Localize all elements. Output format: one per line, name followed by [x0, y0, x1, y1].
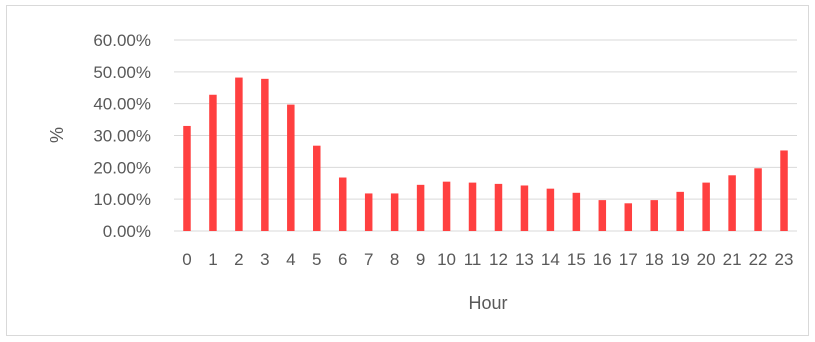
bar-hour-21: [728, 175, 736, 231]
x-tick-label: 22: [749, 250, 768, 269]
y-tick-label: 50.00%: [93, 63, 151, 82]
bar-hour-16: [598, 200, 607, 231]
x-tick-label: 6: [338, 250, 347, 269]
bar-hour-5: [313, 145, 321, 231]
bars: [183, 77, 788, 232]
x-tick-label: 13: [515, 250, 534, 269]
x-tick-label: 15: [567, 250, 586, 269]
x-tick-label: 18: [645, 250, 664, 269]
bar-hour-14: [546, 188, 555, 231]
x-tick-label: 2: [234, 250, 243, 269]
x-tick-label: 3: [260, 250, 269, 269]
gridlines: [174, 39, 797, 232]
bar-hour-23: [780, 150, 788, 231]
y-tick-label: 60.00%: [93, 31, 151, 50]
x-tick-label: 1: [208, 250, 217, 269]
bar-hour-15: [572, 192, 581, 231]
x-tick-label: 5: [312, 250, 321, 269]
bar-hour-13: [520, 185, 529, 231]
bar-hour-9: [416, 184, 425, 231]
bar-hour-20: [702, 182, 710, 231]
y-tick-label: 30.00%: [93, 127, 151, 146]
x-tick-label: 19: [671, 250, 690, 269]
x-tick-label: 16: [593, 250, 612, 269]
x-tick-label: 12: [489, 250, 508, 269]
bar-hour-7: [364, 193, 373, 231]
bar-hour-3: [261, 78, 269, 231]
x-tick-label: 14: [541, 250, 560, 269]
bar-hour-8: [390, 193, 399, 231]
bar-hour-11: [468, 182, 477, 231]
x-tick-label: 8: [390, 250, 399, 269]
y-tick-label: 10.00%: [93, 190, 151, 209]
x-axis-tick-labels: 0 1 2 3 4 5 6 7 8 9 10 11 12 13 14 15 16 17 18 19 20 21 22 23: [182, 250, 793, 269]
x-tick-label: 4: [286, 250, 295, 269]
y-tick-label: 40.00%: [93, 95, 151, 114]
bar-hour-1: [209, 94, 217, 232]
bar-hour-4: [287, 104, 295, 231]
bar-hour-12: [494, 183, 503, 231]
x-tick-label: 21: [723, 250, 742, 269]
x-tick-label: 0: [182, 250, 191, 269]
bar-hour-10: [442, 181, 451, 231]
y-tick-label: 20.00%: [93, 158, 151, 177]
bar-hour-0: [183, 125, 191, 231]
x-tick-label: 20: [697, 250, 716, 269]
x-tick-label: 10: [437, 250, 456, 269]
bar-hour-6: [338, 177, 347, 231]
y-tick-label: 0.00%: [103, 222, 151, 241]
x-tick-label: 23: [775, 250, 794, 269]
x-axis-title: Hour: [468, 293, 507, 313]
bar-hour-19: [676, 191, 684, 231]
x-tick-label: 17: [619, 250, 638, 269]
bar-hour-17: [624, 203, 633, 231]
x-tick-label: 11: [464, 250, 482, 269]
x-tick-label: 9: [416, 250, 425, 269]
bar-hour-2: [235, 77, 243, 232]
chart-area: [6, 5, 809, 336]
y-axis-title: %: [47, 127, 67, 143]
bar-hour-18: [650, 200, 658, 231]
x-tick-label: 7: [364, 250, 373, 269]
bar-hour-22: [754, 168, 762, 231]
y-axis-tick-labels: 0.00% 10.00% 20.00% 30.00% 40.00% 50.00% 60.00…: [93, 31, 151, 241]
